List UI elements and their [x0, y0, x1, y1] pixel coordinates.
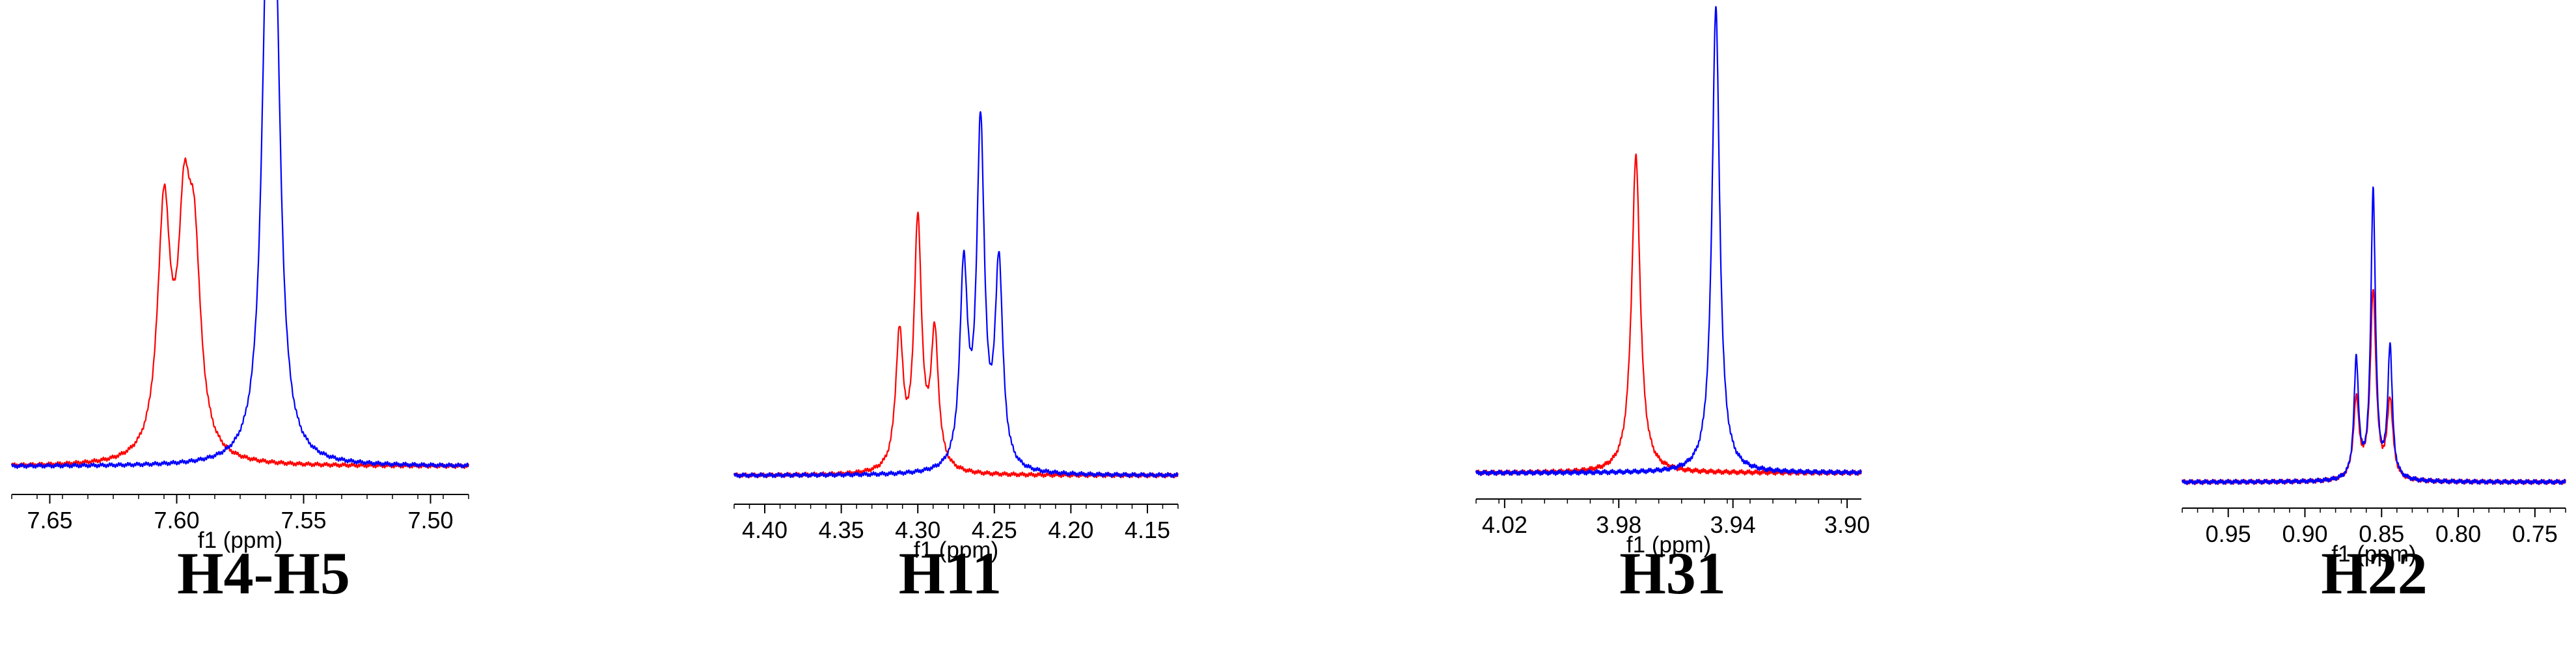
- x-tick-label: 0.75: [2512, 520, 2558, 547]
- caption-h4-h5: H4-H5: [177, 540, 350, 606]
- x-axis-title: f1 (ppm): [914, 537, 998, 563]
- caption-h31: H31: [1619, 540, 1726, 606]
- x-tick-label: 7.50: [407, 507, 453, 533]
- x-tick-label: 4.15: [1125, 517, 1170, 543]
- spectrum-panel-1: 7.65 7.60 7.55 7.50 f1 (ppm): [10, 0, 470, 553]
- x-tick-label: 3.98: [1596, 511, 1641, 538]
- spectrum-trace-red: [10, 157, 470, 469]
- caption-h11: H11: [898, 540, 1002, 606]
- spectrum-trace-red: [733, 211, 1179, 479]
- x-tick-label: 4.30: [895, 517, 940, 543]
- spectrum-panel-2: 4.40 4.35 4.30 4.25 4.20 4.15 f1 (ppm): [733, 111, 1179, 563]
- x-tick-label: 4.35: [819, 517, 864, 543]
- spectrum-trace-red: [1475, 153, 1863, 476]
- x-tick-label: 0.85: [2359, 520, 2404, 547]
- x-tick-label: 4.20: [1048, 517, 1093, 543]
- x-tick-label: 0.90: [2282, 520, 2327, 547]
- x-tick-label: 3.90: [1824, 511, 1870, 538]
- spectrum-panel-4: 0.95 0.90 0.85 0.80 0.75 f1 (ppm): [2181, 186, 2567, 567]
- x-axis-title: f1 (ppm): [198, 528, 282, 553]
- spectrum-trace-red: [2181, 289, 2567, 485]
- x-tick-label: 4.02: [1482, 511, 1528, 538]
- x-tick-label: 0.80: [2435, 520, 2481, 547]
- x-tick-label: 3.94: [1710, 511, 1756, 538]
- x-tick-label: 0.95: [2206, 520, 2251, 547]
- spectrum-trace-blue: [2181, 186, 2566, 485]
- x-tick-label: 7.65: [27, 507, 72, 533]
- spectrum-panel-3: 4.02 3.98 3.94 3.90 f1 (ppm): [1475, 6, 1870, 558]
- x-tick-label: 4.40: [742, 517, 788, 543]
- spectrum-trace-blue: [733, 111, 1179, 479]
- x-tick-label: 7.55: [281, 507, 326, 533]
- x-tick-label: 7.60: [154, 507, 199, 533]
- x-tick-label: 4.25: [972, 517, 1017, 543]
- spectrum-trace-blue: [10, 0, 469, 469]
- caption-h22: H22: [2321, 540, 2428, 606]
- spectrum-trace-blue: [1475, 6, 1862, 476]
- x-axis-title: f1 (ppm): [2331, 541, 2416, 567]
- x-axis-title: f1 (ppm): [1626, 532, 1711, 558]
